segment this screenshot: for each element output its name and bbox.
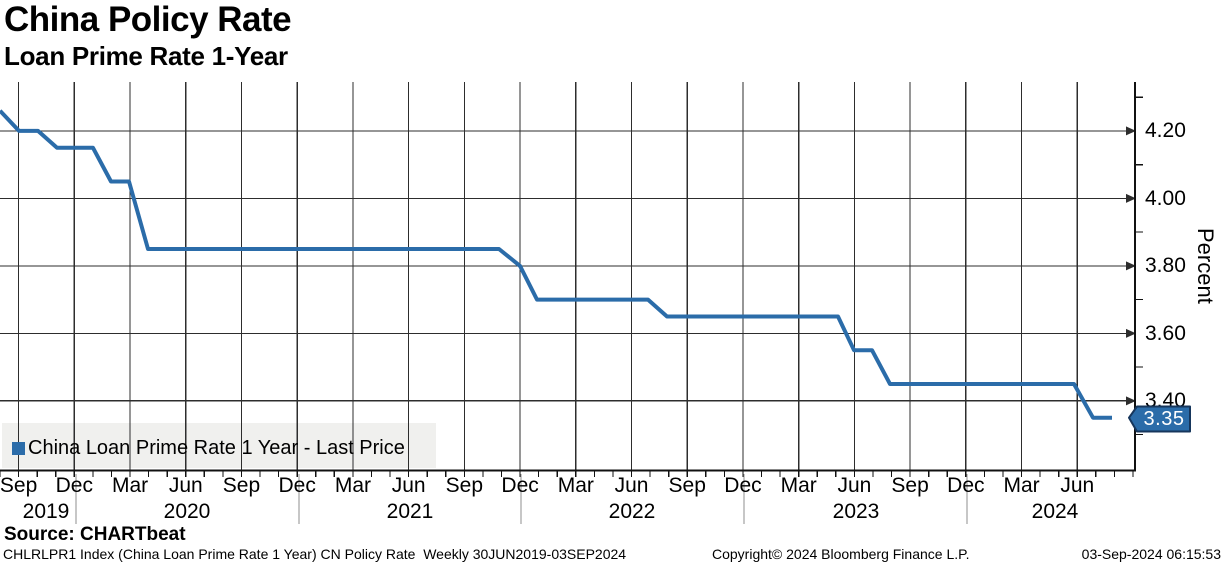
legend-background bbox=[2, 423, 436, 468]
source-line: Source: CHARTbeat bbox=[4, 524, 186, 545]
last-price-tag bbox=[1128, 405, 1191, 433]
gridline-arrowhead-icon bbox=[1126, 193, 1136, 203]
page-title: China Policy Rate bbox=[4, 0, 292, 39]
footer-timestamp: 03-Sep-2024 06:15:53 bbox=[1081, 546, 1221, 562]
gridline-arrowhead-icon bbox=[1126, 328, 1136, 338]
footer-copyright: Copyright© 2024 Bloomberg Finance L.P. bbox=[712, 546, 970, 562]
gridline-arrowhead-icon bbox=[1126, 261, 1136, 271]
data-line-china-lpr-1y bbox=[0, 109, 1112, 420]
gridline-arrowhead-icon bbox=[1126, 126, 1136, 136]
footer-description: CHLRLPR1 Index (China Loan Prime Rate 1 … bbox=[3, 546, 627, 562]
page-subtitle: Loan Prime Rate 1-Year bbox=[4, 41, 288, 71]
gridline-arrowhead-icon bbox=[1126, 396, 1136, 406]
